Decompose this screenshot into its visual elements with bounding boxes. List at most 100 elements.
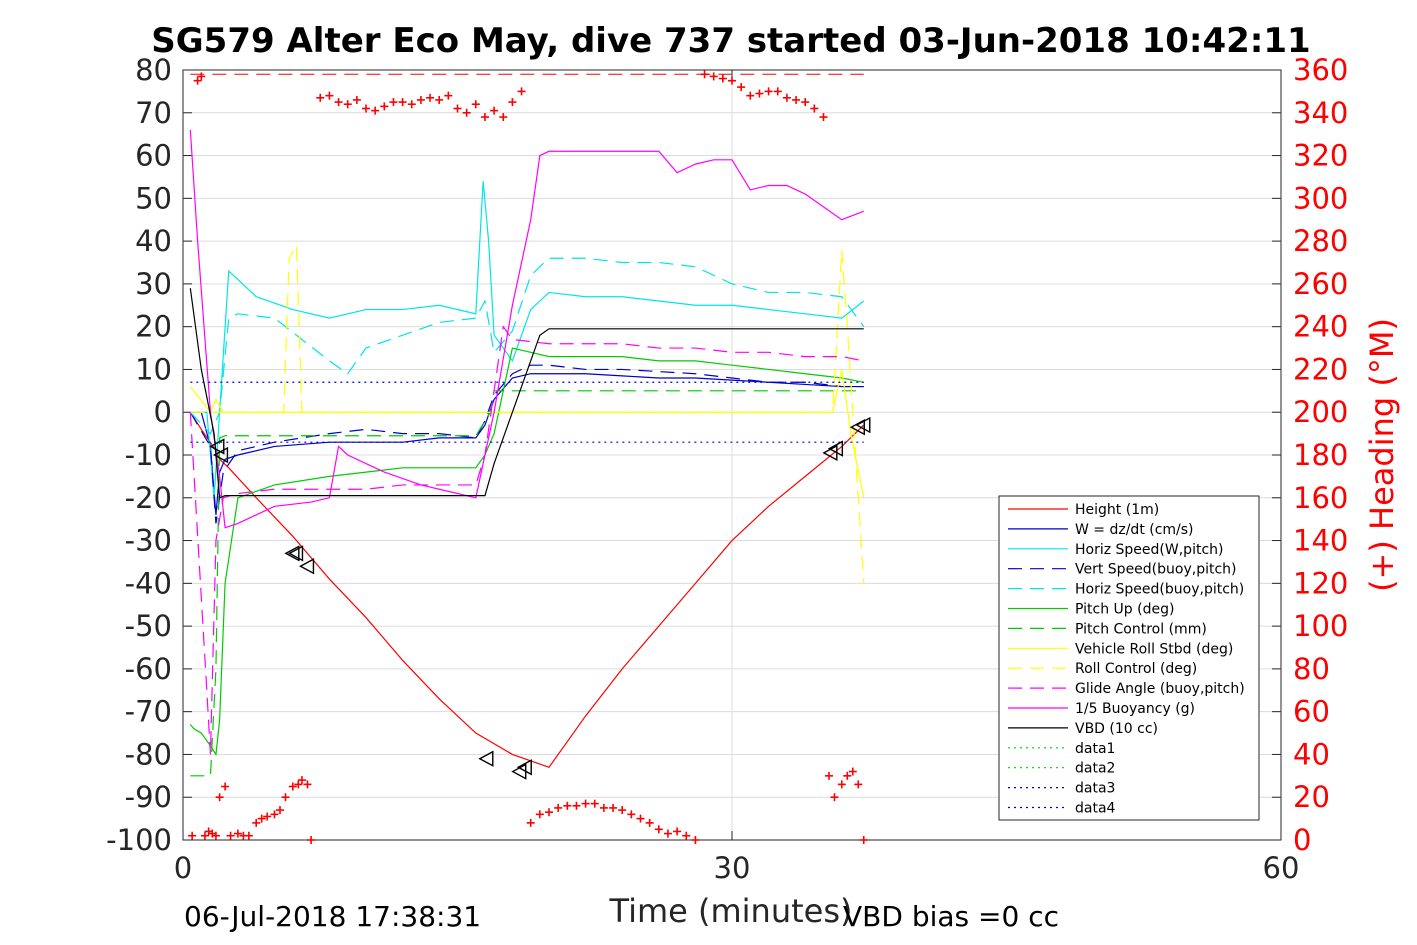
- heading-point: [691, 836, 700, 844]
- heading-point: [545, 808, 553, 817]
- right-tick-label: 120: [1293, 566, 1348, 600]
- triangle-point: [287, 545, 304, 562]
- legend-entry: Horiz Speed(W,pitch): [1008, 542, 1223, 558]
- legend-box: [998, 495, 1260, 821]
- heading-point: [526, 818, 535, 827]
- right-axis-label: (+) Heading (°M): [1363, 318, 1401, 592]
- series-line-0: [189, 411, 865, 768]
- heading-point: [837, 780, 846, 789]
- left-tick-label: -20: [125, 481, 172, 515]
- heading-point: [226, 831, 235, 840]
- heading-point: [188, 831, 197, 840]
- triangle-point: [849, 419, 865, 436]
- heading-point: [682, 831, 691, 840]
- right-tick-label: 360: [1293, 53, 1348, 87]
- heading-point: [792, 95, 801, 104]
- series-layer: [189, 73, 865, 777]
- legend-entry: Roll Control (deg): [1008, 661, 1197, 677]
- right-tick-label: 220: [1293, 352, 1348, 386]
- heading-point: [627, 810, 636, 819]
- legend-entry: data3: [1008, 781, 1115, 797]
- heading-point: [764, 87, 773, 96]
- heading-point: [197, 72, 206, 81]
- legend-label: Pitch Control (mm): [1075, 621, 1207, 637]
- heading-point: [221, 782, 230, 791]
- heading-point: [728, 76, 736, 85]
- legend-label: Vehicle Roll Stbd (deg): [1075, 641, 1233, 657]
- heading-point: [200, 831, 209, 840]
- legend-label: data1: [1075, 741, 1115, 757]
- right-tick-label: 320: [1293, 139, 1348, 173]
- right-tick-label: 340: [1293, 96, 1348, 130]
- x-tick-label: 60: [1263, 851, 1300, 885]
- series-line-9: [189, 325, 864, 755]
- legend-label: Roll Control (deg): [1075, 661, 1197, 677]
- heading-point: [325, 91, 334, 100]
- right-tick-label: 140: [1293, 524, 1348, 558]
- x-tick-label: 30: [714, 851, 751, 885]
- legend: Height (1m) W = dz/dt (cm/s) Horiz Speed(W…: [998, 495, 1260, 821]
- right-tick-label: 20: [1293, 780, 1330, 814]
- legend-entry: Height (1m): [1008, 502, 1159, 518]
- legend-label: Vert Speed(buoy,pitch): [1075, 562, 1237, 578]
- left-tick-label: 20: [135, 310, 172, 344]
- left-tick-label: 0: [154, 395, 172, 429]
- heading-point: [453, 104, 462, 113]
- left-tick-label: 10: [135, 352, 172, 386]
- heading-point: [389, 98, 398, 107]
- heading-point: [663, 829, 672, 838]
- right-tick-label: 80: [1293, 652, 1330, 686]
- series-line-6: [190, 390, 864, 777]
- legend-label: data2: [1075, 761, 1115, 777]
- heading-point: [618, 806, 627, 815]
- series-line-10: [189, 129, 864, 529]
- heading-point: [193, 76, 202, 85]
- heading-point: [819, 113, 828, 122]
- heading-point: [352, 95, 361, 104]
- heading-point: [636, 814, 645, 823]
- right-tick-label: 200: [1293, 395, 1348, 429]
- heading-point: [810, 104, 819, 113]
- left-tick-label: -70: [125, 695, 172, 729]
- right-tick-label: 260: [1293, 267, 1348, 301]
- heading-point: [490, 106, 499, 115]
- x-axis-label: Time (minutes): [609, 892, 853, 930]
- legend-label: Horiz Speed(buoy,pitch): [1075, 582, 1244, 598]
- heading-point: [275, 806, 284, 815]
- left-tick-label: -100: [106, 823, 172, 857]
- triangle-point: [212, 446, 229, 464]
- left-tick-label: -60: [125, 652, 172, 686]
- heading-point: [362, 104, 370, 113]
- legend-entry: Vert Speed(buoy,pitch): [1008, 562, 1237, 578]
- heading-point: [609, 803, 618, 812]
- legend-entry: 1/5 Buoyancy (g): [1008, 701, 1195, 717]
- heading-point: [517, 87, 526, 96]
- triangle-markers: [209, 416, 871, 780]
- heading-point: [416, 95, 425, 104]
- heading-point: [407, 100, 416, 109]
- left-tick-label: 40: [135, 224, 172, 258]
- heading-point: [343, 100, 352, 109]
- heading-point: [233, 829, 242, 838]
- heading-point: [211, 831, 220, 840]
- heading-point: [848, 767, 857, 776]
- heading-point: [263, 812, 272, 821]
- series-line-1: [190, 373, 864, 515]
- triangle-point: [855, 416, 871, 434]
- right-tick-label: 180: [1293, 438, 1348, 472]
- heading-point: [755, 89, 764, 98]
- left-tick-label: -90: [125, 780, 172, 814]
- heading-point: [215, 793, 224, 802]
- legend-entry: data2: [1008, 761, 1115, 777]
- left-tick-label: -10: [125, 438, 172, 472]
- heading-point: [244, 831, 253, 840]
- heading-point: [371, 106, 380, 115]
- heading-point: [824, 771, 833, 780]
- legend-label: VBD (10 cc): [1075, 721, 1158, 737]
- heading-point: [281, 793, 290, 802]
- left-tick-label: 80: [135, 53, 172, 87]
- right-tick-label: 100: [1293, 609, 1348, 643]
- legend-entry: Pitch Control (mm): [1008, 621, 1207, 637]
- left-axis-ticks: 80 70 60 50 40 30 20 10 0 -10 -20 -30 -40 -50 -60 -70 -8…: [106, 53, 192, 857]
